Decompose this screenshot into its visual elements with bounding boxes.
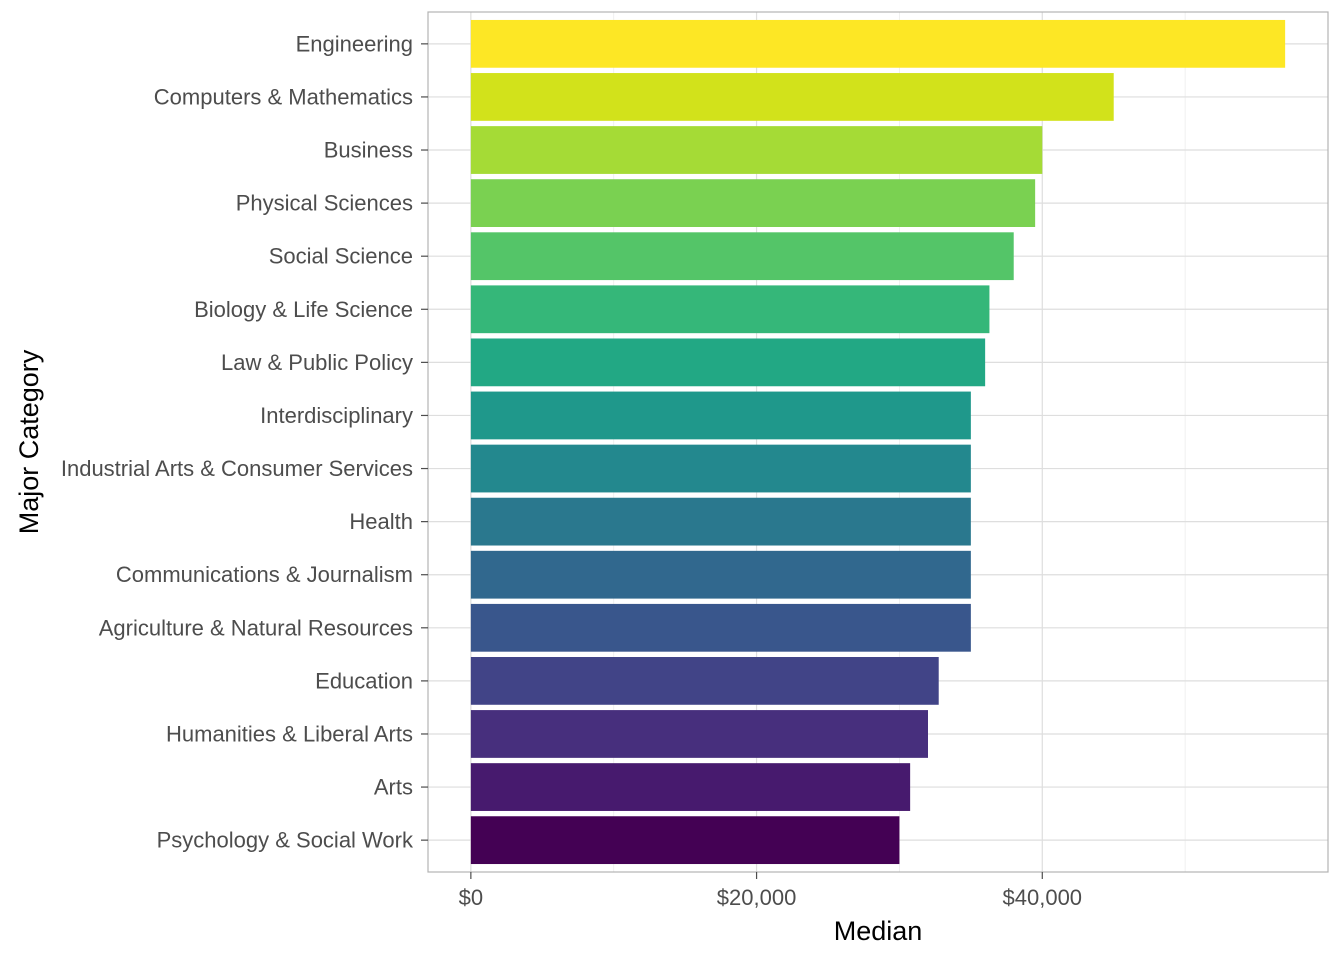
- bar: [470, 710, 928, 758]
- bar: [470, 338, 986, 387]
- category-label: Interdisciplinary: [260, 403, 413, 428]
- category-label: Law & Public Policy: [221, 350, 413, 375]
- category-label: Agriculture & Natural Resources: [99, 615, 413, 640]
- category-label: Industrial Arts & Consumer Services: [61, 456, 413, 481]
- bar: [470, 550, 971, 599]
- y-axis-title: Major Category: [14, 349, 44, 534]
- category-label: Social Science: [269, 244, 413, 269]
- bar: [470, 126, 1043, 174]
- x-tick-label: $0: [459, 885, 483, 910]
- category-label: Physical Sciences: [236, 191, 413, 216]
- bar: [470, 19, 1286, 68]
- x-axis: $0 $20,000 $40,000: [459, 872, 1082, 910]
- category-label: Communications & Journalism: [116, 562, 413, 587]
- category-label: Humanities & Liberal Arts: [166, 721, 413, 746]
- bar: [470, 179, 1036, 227]
- bar: [470, 497, 971, 546]
- category-label: Arts: [374, 775, 413, 800]
- category-label: Engineering: [296, 31, 413, 56]
- x-tick-label: $40,000: [1003, 885, 1083, 910]
- bar: [470, 763, 911, 811]
- category-label: Psychology & Social Work: [157, 828, 414, 853]
- category-label: Education: [315, 668, 413, 693]
- category-label: Biology & Life Science: [194, 297, 413, 322]
- bar: [470, 816, 900, 865]
- category-label: Health: [349, 509, 413, 534]
- bars: [470, 19, 1286, 865]
- bar: [470, 444, 971, 493]
- bar: [470, 657, 939, 705]
- y-axis: Engineering Computers & Mathematics Busine…: [61, 31, 428, 853]
- category-label: Business: [324, 138, 413, 163]
- bar: [470, 285, 990, 334]
- bar: [470, 391, 971, 440]
- x-axis-title: Median: [834, 916, 923, 946]
- bar: [470, 73, 1114, 121]
- bar: [470, 603, 971, 652]
- category-label: Computers & Mathematics: [154, 84, 413, 109]
- x-tick-label: $20,000: [717, 885, 797, 910]
- bar: [470, 232, 1014, 281]
- panel-border: [427, 11, 1329, 873]
